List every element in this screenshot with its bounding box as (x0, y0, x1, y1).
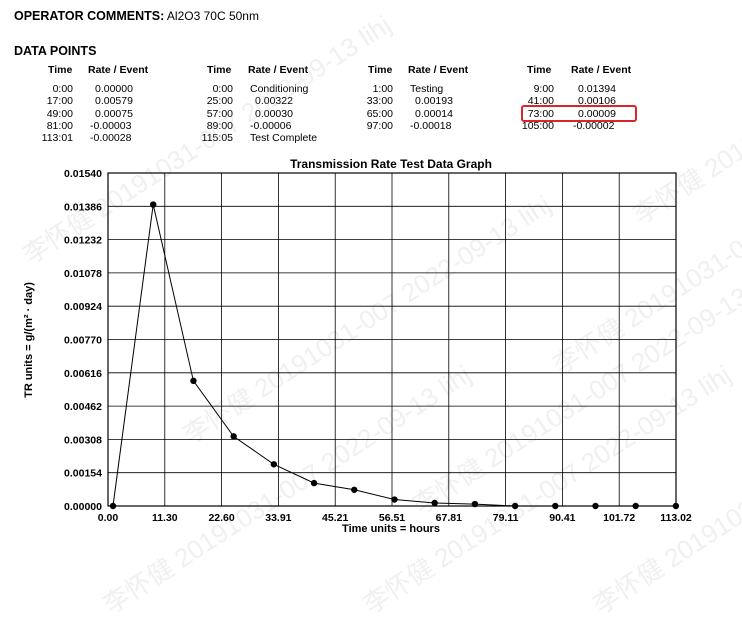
x-tick-label: 101.72 (603, 512, 635, 524)
x-axis-label: Time units = hours (342, 523, 440, 535)
operator-comments: OPERATOR COMMENTS: Al2O3 70C 50nm (14, 9, 259, 23)
cell-time: 105:00 (521, 119, 554, 132)
cell-time: 113:01 (41, 132, 73, 145)
data-column: Time Rate / Event 0:00 0.00000 17:00 0.00579 4… (0, 64, 742, 144)
col-header-time: Time (48, 64, 73, 76)
col-header-rate: Rate / Event (571, 64, 632, 76)
data-point (270, 461, 278, 468)
col-header-rate: Rate / Event (248, 64, 309, 76)
cell-time: 25:00 (206, 95, 233, 108)
cell-time: 97:00 (366, 119, 393, 132)
col-header-time: Time (368, 64, 393, 76)
cell-time: 33:00 (366, 95, 393, 108)
cell-rate: 0.00193 (415, 95, 453, 108)
transmission-rate-chart: Transmission Rate Test Data Graph Time u… (23, 157, 692, 535)
y-tick-label: 0.00924 (64, 301, 102, 313)
data-point (592, 502, 599, 510)
y-tick-label: 0.00616 (64, 368, 102, 380)
y-tick-labels: 0.00000 0.00154 0.00308 0.00462 0.00616 0.007… (64, 168, 102, 513)
cell-time: 17:00 (46, 95, 73, 108)
data-point (150, 201, 157, 208)
data-point (230, 433, 237, 440)
cell-rate: -0.00006 (250, 119, 292, 132)
cell-time: 1:00 (372, 83, 393, 95)
cell-rate: 0.01394 (578, 83, 616, 95)
cell-rate: 0.00014 (415, 107, 453, 120)
data-column: Time Rate / Event 9:00 0.01394 41:00 0.00106 7… (0, 64, 742, 144)
data-point (431, 499, 438, 507)
data-point (511, 502, 519, 510)
cell-time: 41:00 (527, 95, 554, 108)
operator-comments-value: Al2O3 70C 50nm (166, 9, 259, 23)
cell-time: 115:05 (201, 132, 233, 145)
x-tick-label: 45.21 (322, 512, 348, 524)
cell-rate: -0.00018 (410, 119, 452, 132)
cell-rate: -0.00003 (90, 119, 132, 132)
cell-rate: 0.00322 (255, 95, 293, 108)
cell-rate: -0.00002 (573, 119, 615, 132)
y-tick-label: 0.01232 (64, 235, 102, 247)
y-tick-label: 0.00154 (64, 468, 102, 480)
x-tick-label: 79.11 (493, 512, 519, 524)
col-header-time: Time (527, 64, 552, 76)
col-header-rate: Rate / Event (88, 64, 149, 76)
data-column: Time Rate / Event 0:00 Conditioning 25:00 0.0… (0, 64, 742, 144)
x-tick-labels: 0.00 11.30 22.60 33.91 45.21 56.51 67.81 79.11 9… (98, 512, 692, 524)
x-tick-label: 33.91 (265, 512, 291, 524)
data-points-title: DATA POINTS (14, 44, 97, 58)
cell-time: 65:00 (366, 107, 393, 120)
cell-rate: 0.00075 (95, 107, 133, 120)
y-tick-label: 0.01386 (64, 201, 102, 213)
y-axis-label: TR units = g/(m² · day) (23, 282, 35, 398)
series-line (112, 204, 676, 507)
x-tick-label: 113.02 (660, 512, 692, 524)
data-point (471, 500, 479, 508)
cell-rate: 0.00009 (578, 107, 616, 120)
data-point (552, 502, 559, 510)
x-tick-label: 11.30 (152, 512, 178, 524)
cell-rate: -0.00028 (90, 132, 132, 145)
x-tick-label: 22.60 (208, 512, 234, 524)
cell-time: 81:00 (46, 119, 73, 132)
cell-rate: 0.00106 (578, 95, 616, 108)
highlight-box (521, 105, 637, 122)
y-tick-label: 0.01078 (64, 268, 102, 280)
data-point (672, 502, 680, 510)
cell-time: 57:00 (206, 107, 233, 120)
x-tick-label: 56.51 (379, 512, 405, 524)
y-tick-label: 0.00462 (64, 401, 102, 413)
cell-rate: 0.00000 (95, 83, 133, 95)
data-point (351, 486, 358, 493)
grid-lines (107, 172, 677, 507)
col-header-time: Time (207, 64, 232, 76)
y-tick-label: 0.00308 (64, 434, 102, 446)
cell-rate: Test Complete (250, 132, 318, 145)
x-tick-label: 90.41 (549, 512, 575, 524)
cell-rate: Conditioning (250, 83, 309, 95)
x-tick-label: 67.81 (436, 512, 462, 524)
cell-time: 73:00 (527, 107, 554, 120)
operator-comments-label: OPERATOR COMMENTS: (14, 9, 165, 23)
cell-rate: 0.00579 (95, 95, 133, 108)
y-tick-label: 0.00000 (64, 501, 102, 513)
data-point (310, 479, 318, 487)
y-tick-label: 0.01540 (64, 168, 102, 180)
col-header-rate: Rate / Event (408, 64, 469, 76)
chart-title: Transmission Rate Test Data Graph (290, 157, 492, 171)
y-tick-label: 0.00770 (64, 335, 102, 347)
series-points (109, 201, 680, 510)
data-point (632, 502, 639, 510)
data-column: Time Rate / Event 1:00 Testing 33:00 0.00193 6… (0, 64, 742, 144)
data-point (109, 502, 117, 510)
cell-rate: 0.00030 (255, 107, 293, 120)
cell-time: 89:00 (206, 119, 233, 132)
cell-rate: Testing (410, 83, 444, 95)
x-tick-label: 0.00 (98, 512, 119, 524)
data-point (391, 496, 398, 503)
cell-time: 9:00 (533, 83, 554, 95)
cell-time: 0:00 (212, 83, 233, 95)
cell-time: 0:00 (52, 83, 73, 95)
data-point (190, 377, 197, 385)
cell-time: 49:00 (46, 107, 73, 120)
